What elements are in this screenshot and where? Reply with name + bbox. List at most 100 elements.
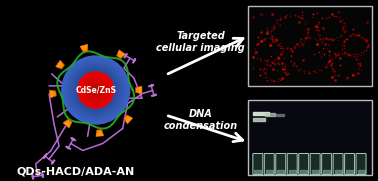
Point — [334, 74, 340, 77]
Circle shape — [86, 80, 106, 100]
Point — [282, 16, 288, 18]
Point — [259, 58, 265, 61]
Point — [336, 74, 342, 77]
Circle shape — [95, 89, 97, 91]
Point — [339, 48, 345, 51]
Point — [357, 64, 363, 67]
Point — [277, 45, 283, 47]
Point — [338, 33, 344, 36]
Point — [253, 44, 259, 47]
Point — [322, 64, 328, 67]
Circle shape — [71, 65, 121, 115]
Point — [331, 69, 337, 72]
Point — [263, 36, 269, 39]
Point — [339, 28, 345, 30]
Polygon shape — [96, 130, 104, 136]
Point — [328, 60, 334, 63]
Point — [268, 43, 274, 46]
Circle shape — [87, 81, 105, 99]
Point — [276, 63, 282, 66]
Point — [280, 77, 286, 79]
Point — [296, 20, 302, 23]
Point — [291, 47, 297, 50]
Point — [270, 28, 276, 31]
Point — [270, 38, 276, 41]
Point — [265, 60, 271, 62]
Polygon shape — [50, 90, 56, 98]
Point — [363, 38, 369, 41]
Point — [331, 14, 337, 17]
Point — [280, 46, 287, 49]
Text: Targeted
cellular imaging: Targeted cellular imaging — [156, 31, 245, 53]
Point — [280, 65, 287, 68]
Point — [364, 20, 370, 23]
Point — [325, 61, 331, 64]
Point — [328, 66, 335, 69]
Circle shape — [84, 78, 108, 102]
Circle shape — [94, 88, 98, 92]
Point — [290, 64, 296, 67]
Point — [270, 24, 276, 27]
Point — [339, 53, 345, 56]
Point — [268, 13, 274, 16]
Point — [346, 53, 352, 56]
Point — [287, 46, 293, 49]
Point — [301, 19, 307, 22]
Point — [264, 26, 270, 29]
Point — [360, 52, 366, 55]
Point — [297, 16, 303, 19]
Point — [313, 25, 319, 28]
Point — [319, 16, 325, 19]
Point — [325, 38, 331, 41]
Circle shape — [68, 62, 124, 118]
Circle shape — [93, 87, 99, 93]
Point — [263, 67, 269, 70]
Point — [264, 63, 270, 66]
Point — [340, 76, 346, 79]
Point — [284, 73, 290, 75]
Point — [328, 62, 334, 65]
FancyBboxPatch shape — [299, 153, 309, 174]
Point — [322, 16, 328, 19]
Circle shape — [78, 72, 114, 108]
Point — [345, 53, 352, 56]
Point — [332, 73, 338, 76]
Point — [257, 57, 263, 60]
Point — [277, 52, 283, 55]
Point — [271, 80, 277, 83]
Point — [313, 71, 319, 73]
Point — [268, 32, 274, 35]
Point — [277, 42, 283, 45]
Point — [356, 66, 362, 69]
Point — [342, 30, 348, 32]
Point — [288, 59, 294, 62]
Circle shape — [79, 73, 113, 107]
Point — [262, 71, 268, 73]
Point — [342, 38, 349, 41]
Text: QDs-HACD/ADA-AN: QDs-HACD/ADA-AN — [17, 167, 135, 177]
Point — [316, 50, 322, 53]
Point — [318, 56, 324, 59]
Point — [270, 79, 276, 82]
Circle shape — [86, 80, 106, 100]
Point — [263, 76, 269, 79]
Point — [358, 35, 364, 38]
Circle shape — [93, 87, 99, 93]
Polygon shape — [80, 44, 88, 49]
Point — [254, 56, 260, 59]
Point — [274, 21, 280, 24]
Point — [307, 37, 313, 40]
Point — [260, 69, 266, 72]
Point — [262, 59, 268, 62]
Point — [355, 34, 361, 37]
Polygon shape — [56, 60, 62, 68]
Point — [355, 53, 361, 56]
Point — [327, 50, 333, 52]
Circle shape — [83, 77, 109, 103]
Point — [275, 44, 281, 47]
Point — [365, 44, 371, 47]
Point — [337, 57, 343, 60]
Point — [312, 38, 318, 41]
Point — [262, 71, 268, 74]
Point — [316, 38, 322, 41]
